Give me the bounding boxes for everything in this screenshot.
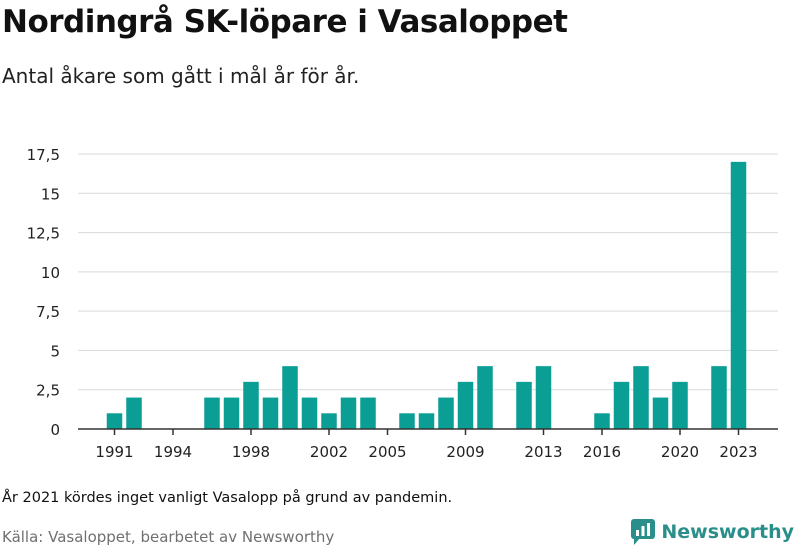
bar: [399, 413, 415, 429]
bar: [477, 366, 493, 429]
chart-subtitle: Antal åkare som gått i mål år för år.: [2, 64, 360, 88]
x-tick-label: 1998: [232, 443, 270, 461]
bars: [106, 161, 747, 429]
bar: [262, 397, 279, 429]
bar: [672, 381, 688, 429]
bar: [535, 366, 552, 429]
bar: [730, 161, 747, 429]
x-tick-label: 2023: [719, 443, 757, 461]
y-tick-label: 5: [50, 342, 60, 360]
y-tick-label: 7,5: [36, 303, 60, 321]
bar: [243, 381, 259, 429]
bar: [204, 397, 220, 429]
x-tick-label: 1994: [154, 443, 192, 461]
bar: [282, 366, 298, 429]
chart-title: Nordingrå SK-löpare i Vasaloppet: [2, 4, 568, 40]
y-tick-label: 17,5: [27, 146, 60, 164]
y-axis-labels: 0 2,5 5 7,5 10 12,5 15 17,5: [27, 146, 60, 439]
brand-name: Newsworthy: [661, 521, 794, 543]
x-tick-label: 2016: [583, 443, 621, 461]
x-tick-label: 2002: [310, 443, 348, 461]
bar: [633, 366, 649, 429]
footnote: År 2021 kördes inget vanligt Vasalopp på…: [2, 490, 453, 506]
bar: [360, 397, 376, 429]
y-tick-label: 15: [41, 185, 60, 203]
source-credit: Källa: Vasaloppet, bearbetet av Newswort…: [2, 528, 335, 546]
bar: [711, 366, 727, 429]
bar: [106, 413, 123, 429]
y-tick-label: 0: [50, 421, 60, 439]
x-tick-label: 2009: [446, 443, 484, 461]
y-tick-label: 10: [41, 264, 60, 282]
y-tick-label: 12,5: [27, 225, 60, 243]
grid-lines: [78, 153, 778, 391]
bar: [613, 381, 630, 429]
bar-chart: 0 2,5 5 7,5 10 12,5 15 17,5 1991 1994 1998 2002 200…: [27, 146, 778, 461]
bar: [340, 397, 357, 429]
bar: [594, 413, 610, 429]
brand-logo: Newsworthy: [631, 519, 794, 545]
bar: [126, 397, 142, 429]
bar: [457, 381, 474, 429]
x-tick-label: 2013: [524, 443, 562, 461]
newsworthy-chat-chart-icon: [631, 519, 656, 545]
bar: [223, 397, 240, 429]
x-axis-ticks: 1991 1994 1998 2002 2005 2009 2013 2016 2020 2023: [95, 429, 758, 461]
bar: [438, 397, 454, 429]
x-tick-label: 2005: [368, 443, 406, 461]
bar: [418, 413, 435, 429]
bar: [652, 397, 669, 429]
x-tick-label: 2020: [661, 443, 699, 461]
bar: [321, 413, 337, 429]
bar: [301, 397, 318, 429]
x-tick-label: 1991: [95, 443, 133, 461]
y-tick-label: 2,5: [36, 382, 60, 400]
bar: [516, 381, 532, 429]
